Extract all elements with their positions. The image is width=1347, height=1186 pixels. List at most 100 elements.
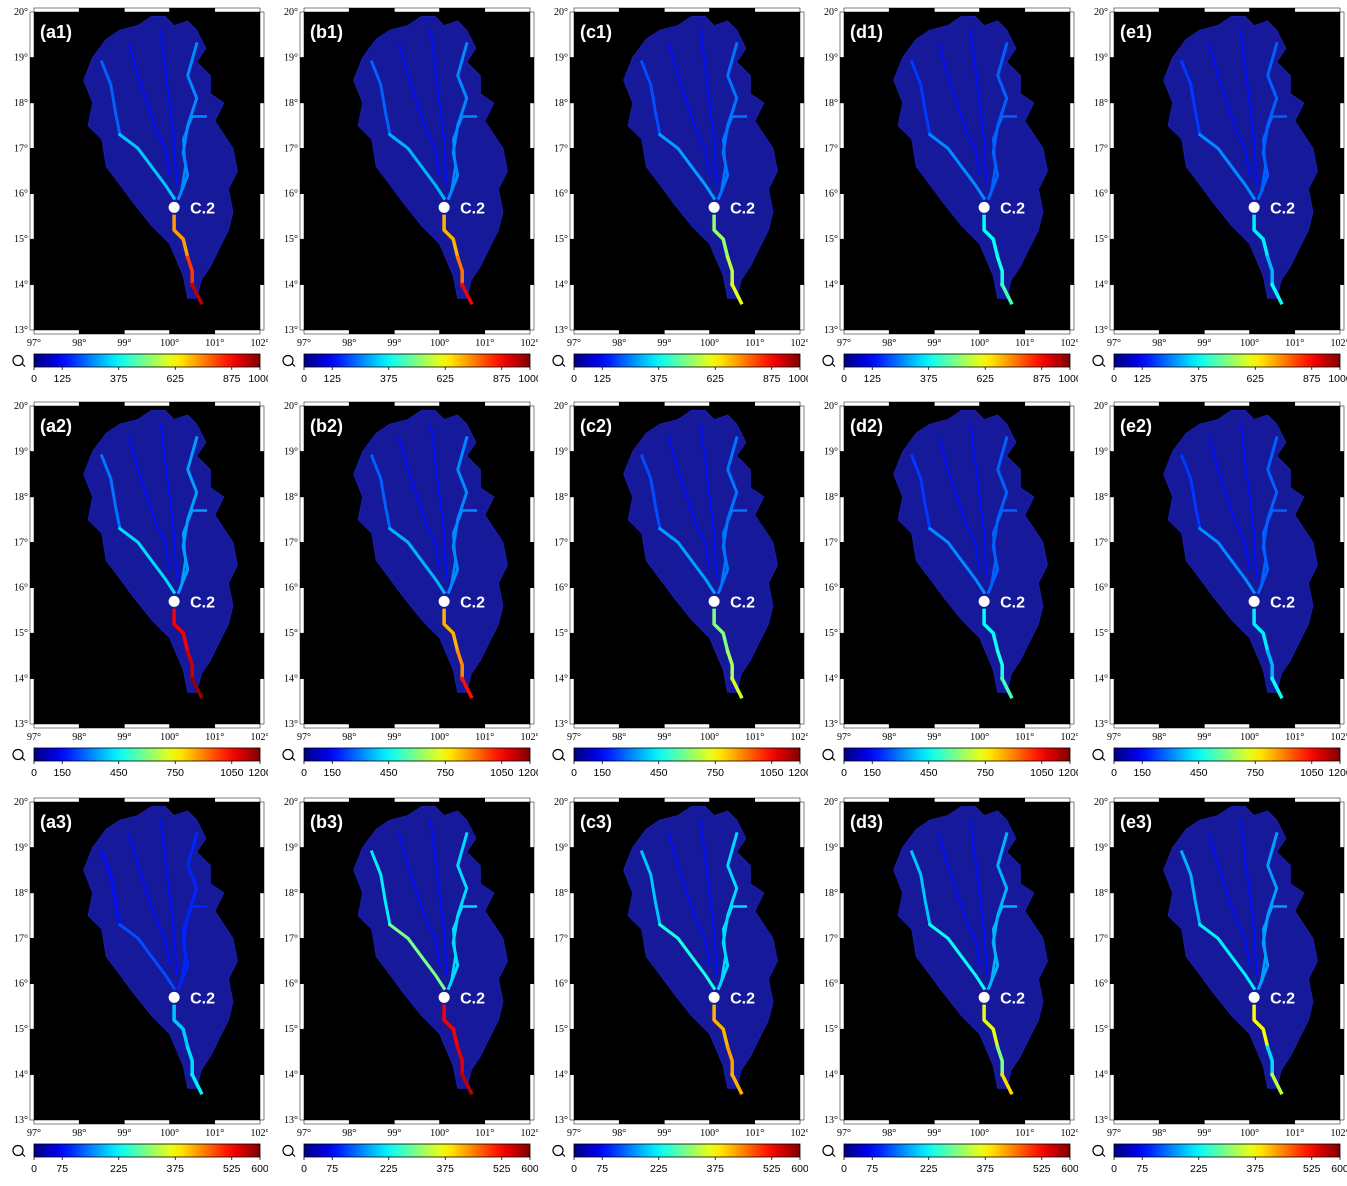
river-segment [725,1045,734,1077]
river-segment [455,1045,464,1077]
lon-tick-label: 97° [297,338,311,349]
lat-tick-label: 20° [1094,7,1108,18]
gauge-marker [1248,201,1260,213]
colorbar-tick-label: 225 [1190,1163,1208,1175]
frame-bar [709,7,756,13]
colorbar-tick-label: 750 [166,767,184,779]
frame-bar [1069,632,1075,679]
colorbar [843,353,1071,368]
lon-tick-label: 99° [387,1128,401,1139]
river-segment [185,1045,194,1077]
gauge-marker [1248,595,1260,607]
frame-bar [169,7,216,13]
frame-bar [664,401,710,407]
lat-tick-label: 14° [554,674,568,685]
river-segment [179,115,208,196]
river-segment [719,115,748,196]
map-panel: C.2 (e2) 13° 14° 15° 16° 17° 18° 19° 20° 97° 98° 99°… [1080,394,1347,784]
lon-tick-label: 98° [342,1128,356,1139]
river-segment [172,214,190,260]
river-segment [719,905,748,986]
frame-bar [299,11,305,58]
river-segment [986,41,1009,201]
frame-bar [1109,542,1115,588]
lat-tick-label: 17° [824,537,838,548]
map-panel: C.2 (a2) 13° 14° 15° 16° 17° 18° 19° 20° 97° 98° 99°… [0,394,268,784]
frame-bar [33,401,80,407]
river-segment [1207,436,1251,571]
frame-bar [1294,1119,1341,1125]
frame-bar [664,1119,710,1125]
lon-tick-label: 99° [387,732,401,743]
colorbar-tick-label: 75 [326,1163,338,1175]
frame-bar [29,587,35,634]
lon-tick-label: 97° [27,1128,41,1139]
lat-tick-label: 19° [284,446,298,457]
colorbar-tick-label: 0 [841,1163,847,1175]
lon-tick-label: 97° [27,338,41,349]
frame-bar [839,1028,845,1075]
frame-bar [299,148,305,194]
frame-bar [299,938,305,984]
colorbar-tick-label: 125 [1133,373,1151,385]
frame-bar [934,401,980,407]
colorbar-tick-label: 750 [436,767,454,779]
lat-tick-label: 19° [554,52,568,63]
frame-bar [1113,723,1160,729]
colorbar-tick-label: 600 [251,1163,268,1175]
river-segment [667,436,711,571]
gauge-marker [438,201,450,213]
colorbar-tick-label: 75 [596,1163,608,1175]
gauge-marker [1248,991,1260,1003]
lon-tick-label: 102° [791,732,809,743]
frame-bar [569,1028,575,1075]
frame-bar [259,678,265,725]
frame-bar [439,329,486,335]
colorbar-tick-label: 0 [301,373,307,385]
river-segment [657,922,717,991]
frame-bar [1069,11,1075,58]
frame-bar [124,401,170,407]
lat-tick-label: 15° [14,234,28,245]
lon-tick-label: 99° [657,1128,671,1139]
lat-tick-label: 16° [554,189,568,200]
frame-bar [299,405,305,452]
river-segment [667,42,711,177]
lat-tick-label: 16° [284,979,298,990]
frame-bar [78,329,125,335]
frame-bar [799,847,805,894]
lat-tick-label: 13° [14,1115,28,1126]
frame-bar [1158,797,1205,803]
basin-polygon [1163,410,1318,693]
frame-bar [839,102,845,149]
river-segment [1269,676,1284,700]
frame-bar [839,892,845,939]
river-segment [995,255,1004,287]
frame-bar [78,797,125,803]
frame-bar [1069,1028,1075,1075]
lon-tick-label: 102° [1061,732,1079,743]
frame-bar [29,193,35,240]
river-segment [999,676,1014,700]
colorbar-tick-label: 0 [1111,1163,1117,1175]
gauge-marker [978,201,990,213]
map-panel: C.2 (c3) 13° 14° 15° 16° 17° 18° 19° 20° 97° 98° 99°… [540,790,808,1180]
colorbar-tick-label: 450 [650,767,668,779]
lat-tick-label: 17° [824,933,838,944]
lon-tick-label: 100° [1240,338,1259,349]
lon-tick-label: 101° [475,732,494,743]
basin-polygon [1163,16,1318,299]
frame-bar [1109,11,1115,58]
map-panel: C.2 (d3) 13° 14° 15° 16° 17° 18° 19° 20° 97° 98° 99°… [810,790,1078,1180]
frame-bar [259,451,265,498]
colorbar-tick-label: 150 [53,767,71,779]
frame-bar [1113,1119,1160,1125]
frame-bar [259,193,265,240]
lon-tick-label: 98° [1152,338,1166,349]
basin-polygon [353,16,508,299]
river-segment [719,509,748,590]
lon-tick-label: 98° [72,1128,86,1139]
colorbar-tick-label: 450 [110,767,128,779]
frame-bar [618,7,665,13]
lat-tick-label: 19° [1094,446,1108,457]
